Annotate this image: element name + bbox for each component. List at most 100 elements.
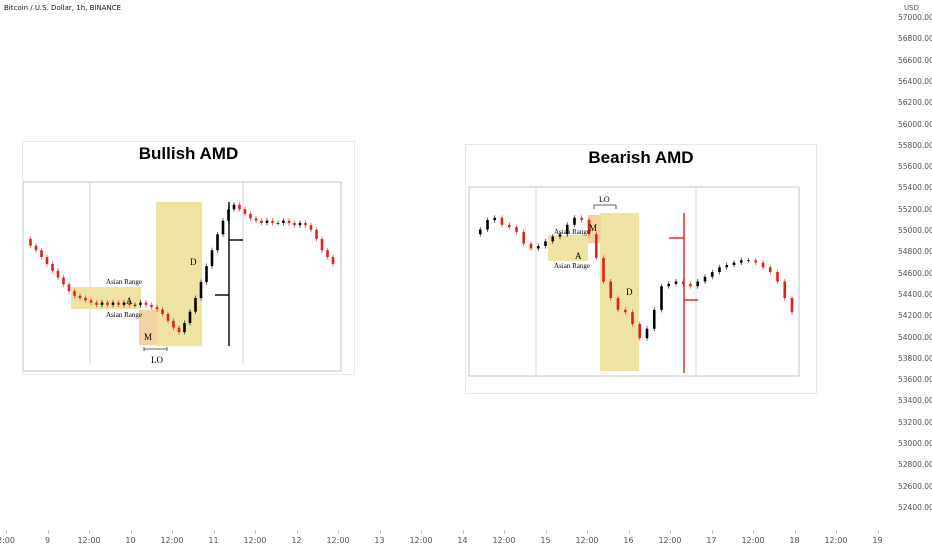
label-d: D <box>190 257 197 267</box>
candle-body <box>631 312 634 325</box>
candle-body <box>293 222 296 226</box>
candle-body <box>243 209 247 214</box>
candle-body <box>265 220 269 223</box>
time-tick-mark <box>877 530 879 534</box>
candle-body <box>172 320 175 328</box>
time-tick-mark <box>711 530 713 534</box>
candle-body <box>689 283 692 287</box>
time-tick-label: 12:00 <box>492 536 516 545</box>
price-tick-label: 54800.00 <box>898 247 932 257</box>
candle-body <box>645 328 649 339</box>
candle-body <box>486 220 489 230</box>
candle-body <box>34 245 38 251</box>
time-tick-label: 14 <box>457 536 468 545</box>
candle-body <box>45 257 49 264</box>
time-tick-mark <box>753 530 754 534</box>
candle-body <box>216 234 219 251</box>
price-tick-label: 52600.00 <box>898 481 932 491</box>
time-tick-mark <box>421 530 422 534</box>
time-tick-label: 12:00 <box>409 536 433 545</box>
candle-body <box>276 222 280 224</box>
time-tick-mark <box>296 530 298 534</box>
bearish-chart: Asian Range Asian Range A M D LO <box>468 186 800 377</box>
candle-body <box>254 218 258 221</box>
time-tick-mark <box>338 530 339 534</box>
candle-body <box>67 284 71 292</box>
distribution-zone <box>600 213 639 371</box>
candle-body <box>536 246 540 249</box>
candle-body <box>790 298 794 313</box>
time-tick-label: 12:00 <box>658 536 682 545</box>
time-tick-mark <box>89 530 90 534</box>
candle-body <box>62 277 65 285</box>
candle-body <box>573 217 576 225</box>
price-tick-label: 52800.00 <box>898 460 932 470</box>
candle-body <box>205 266 208 283</box>
candle-body <box>710 272 714 277</box>
candle-body <box>732 262 736 265</box>
price-tick-label: 56200.00 <box>898 98 932 108</box>
candle-body <box>718 267 721 273</box>
candle-body <box>232 204 236 210</box>
currency-label: USD <box>904 4 919 12</box>
candle-body <box>747 260 750 262</box>
panel-title: Bearish AMD <box>588 148 694 167</box>
time-tick-label: 15 <box>540 536 551 545</box>
price-tick-label: 57000.00 <box>898 13 932 22</box>
candle-body <box>674 281 678 284</box>
candle-body <box>783 281 787 299</box>
candle-body <box>551 236 555 242</box>
candle-body <box>652 309 656 329</box>
time-tick-mark <box>172 530 173 534</box>
candle-body <box>565 224 569 235</box>
time-tick-label: 16 <box>623 536 634 545</box>
price-tick-label: 54200.00 <box>898 311 932 321</box>
candle-body <box>776 272 779 282</box>
candle-body <box>478 229 482 235</box>
candle-body <box>696 281 700 287</box>
price-tick-label: 55800.00 <box>898 140 932 150</box>
candle-body <box>493 217 497 221</box>
candle-body <box>703 276 707 282</box>
candle-body <box>287 220 291 223</box>
candle-body <box>271 220 274 223</box>
time-tick-mark <box>130 530 132 534</box>
price-axis[interactable]: USD 57000.00 56800.00 56600.00 56400.00 5620… <box>880 0 932 530</box>
time-tick-label: 18 <box>789 536 800 545</box>
candle-body <box>609 281 613 299</box>
time-tick-label: 12:00 <box>575 536 599 545</box>
distribution-zone <box>156 202 202 346</box>
time-tick-mark <box>504 530 505 534</box>
asian-range-bottom-label: Asian Range <box>554 262 590 270</box>
candle-body <box>638 324 642 339</box>
candle-body <box>768 267 772 273</box>
candle-body <box>580 217 584 221</box>
candle-body <box>529 243 533 249</box>
asian-range-top-label: Asian Range <box>554 228 590 236</box>
candle-body <box>128 302 131 305</box>
candle-body <box>227 209 230 221</box>
candle-body <box>500 217 504 225</box>
manipulation-zone <box>139 310 157 345</box>
price-tick-label: 55200.00 <box>898 204 932 214</box>
asian-range-zone <box>548 235 588 261</box>
candle-body <box>84 298 87 301</box>
price-tick-label: 56600.00 <box>898 55 932 65</box>
time-tick-label: 17 <box>706 536 717 545</box>
time-tick-mark <box>836 530 837 534</box>
candle-body <box>51 263 54 271</box>
candle-body <box>150 304 153 308</box>
candle-body <box>199 282 203 299</box>
label-a: A <box>126 296 133 306</box>
label-a: A <box>575 251 582 261</box>
candle-body <box>260 220 263 223</box>
symbol-title: Bitcoin / U.S. Dollar, 1h, BINANCE <box>4 4 122 12</box>
price-tick-label: 56400.00 <box>898 76 932 86</box>
candle-body <box>73 291 76 296</box>
candle-body <box>282 220 285 223</box>
time-axis[interactable]: 2:00 9 12:00 10 12:00 11 12:00 12 12:00 13 12:00 14… <box>0 530 883 550</box>
panel-title: Bullish AMD <box>138 144 239 163</box>
candle-body <box>309 225 313 230</box>
bullish-chart: Asian Range Asian Range A M D LO <box>23 181 342 372</box>
label-d: D <box>626 287 633 297</box>
